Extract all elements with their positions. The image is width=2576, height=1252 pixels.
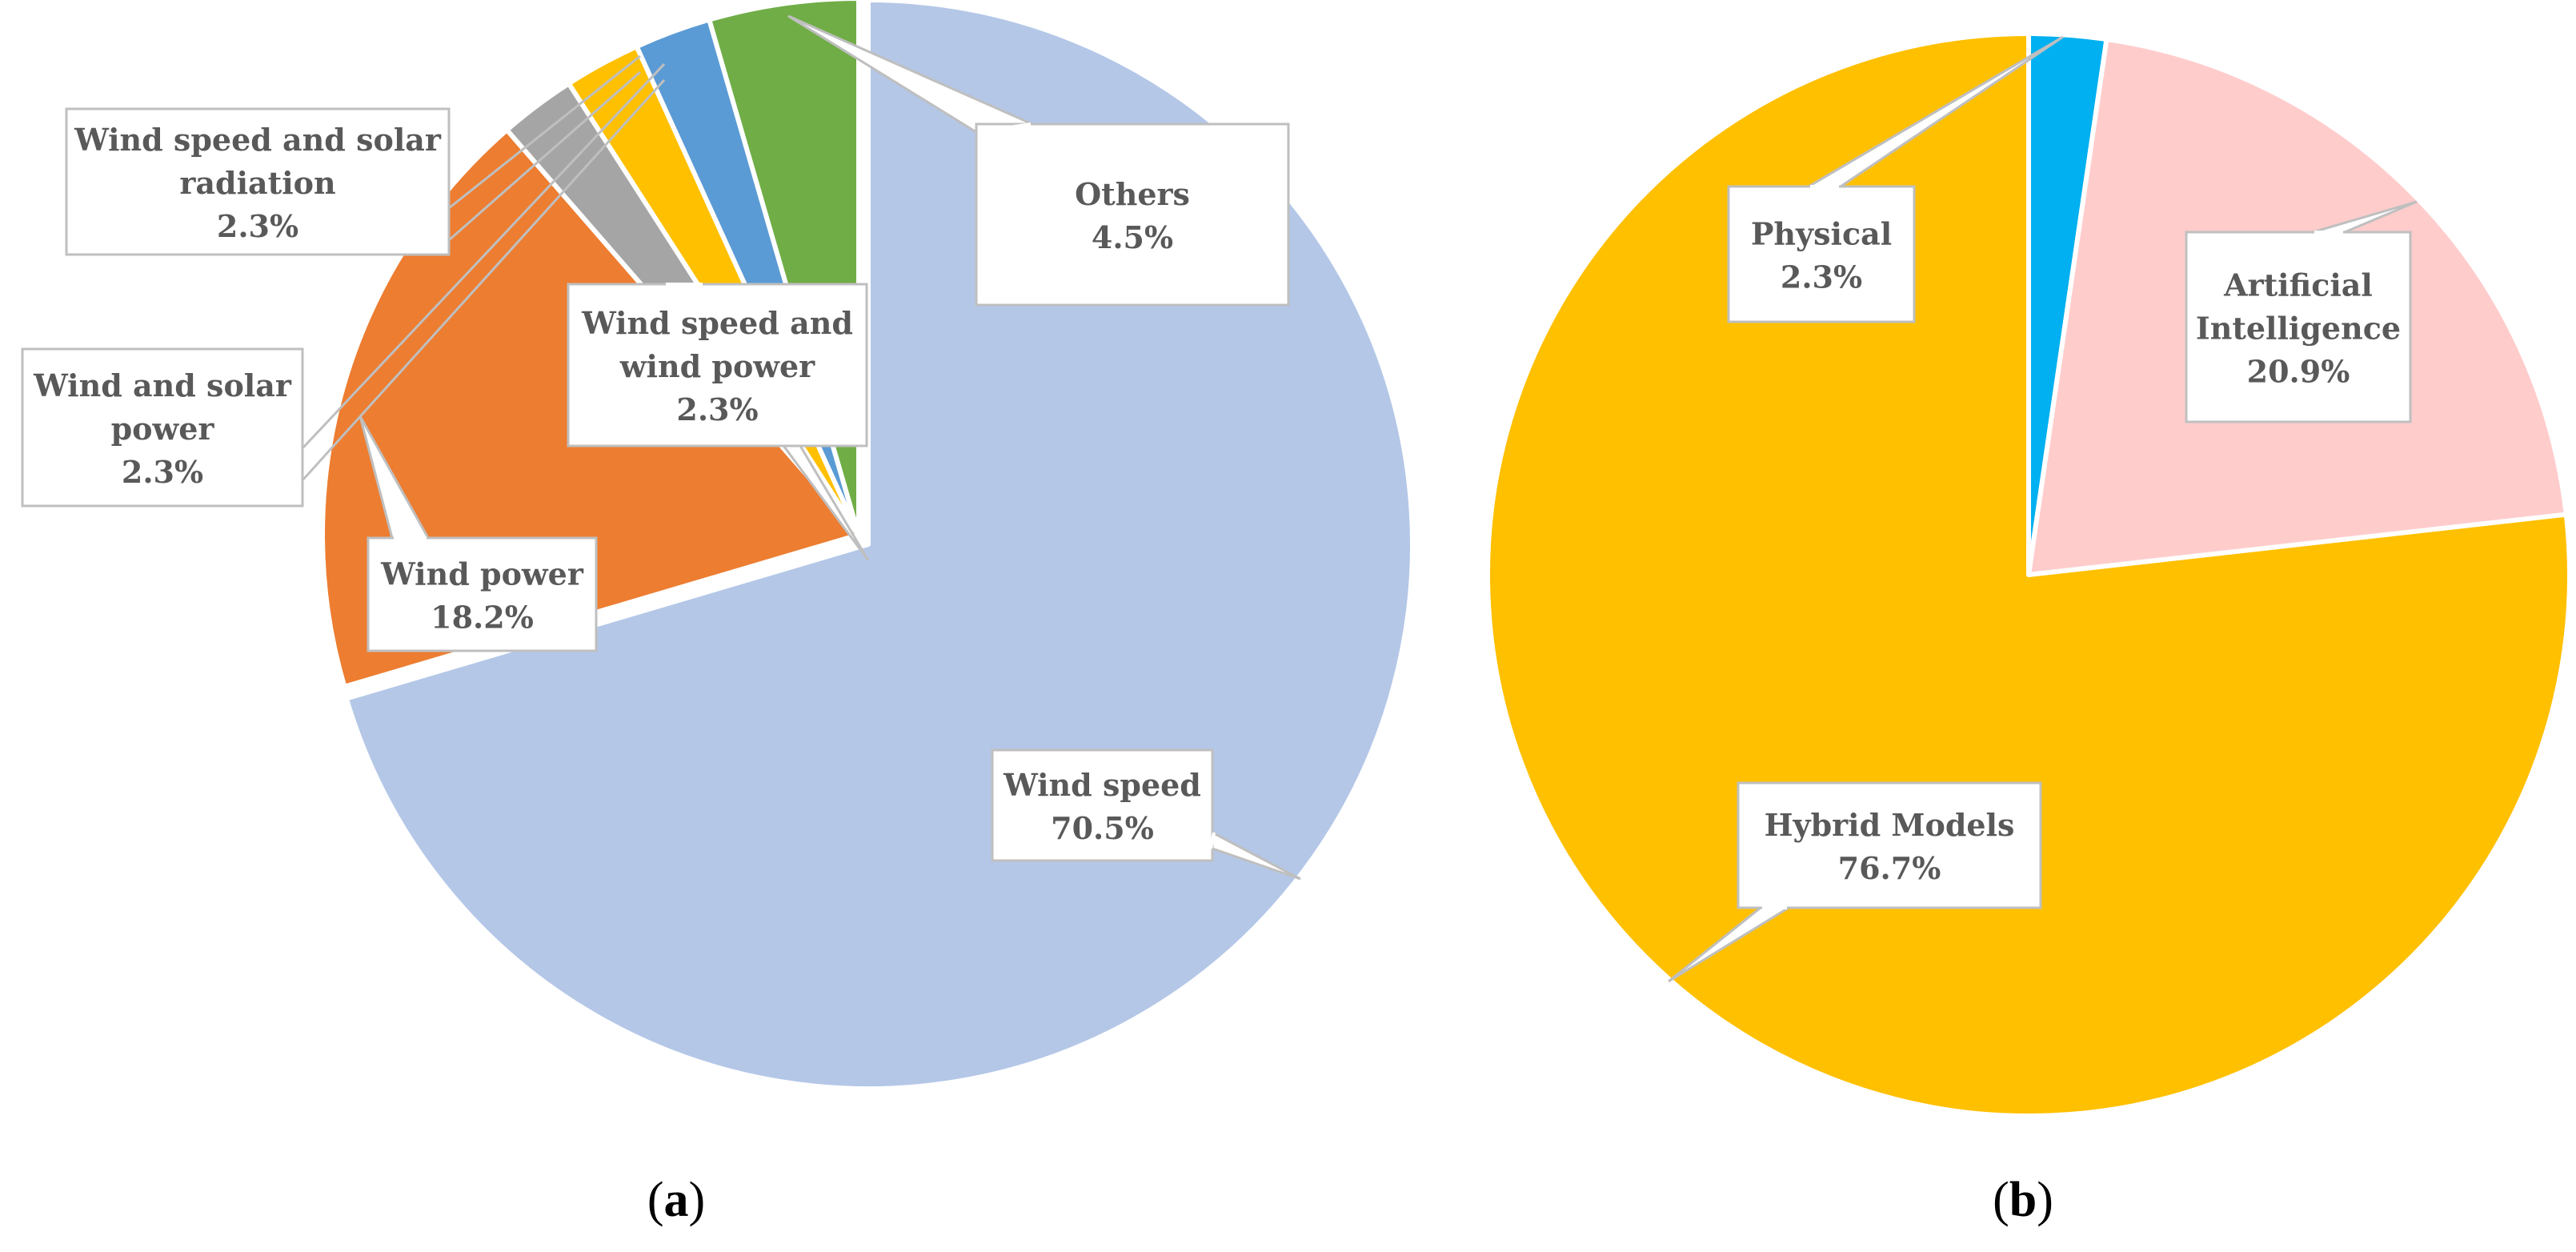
callout-wind-speed-and-wind-power: Wind speed and wind power 2.3% <box>567 283 870 561</box>
callout-seam <box>977 122 1032 134</box>
callout-label: Wind and solar <box>33 367 292 403</box>
callout-value: 2.3% <box>1781 259 1862 295</box>
callout-box <box>1727 185 1916 323</box>
callout-label: Wind speed and solar <box>74 122 442 158</box>
callout-box <box>65 107 451 256</box>
callout-leader <box>448 70 641 242</box>
callout-box <box>367 536 598 652</box>
callout-wind-power: Wind power 18.2% <box>359 415 598 652</box>
callout-value: 76.7% <box>1838 850 1941 886</box>
callout-value: 70.5% <box>1051 810 1154 846</box>
callout-box <box>1737 781 2042 909</box>
callout-physical: Physical 2.3% <box>1727 35 2064 323</box>
callout-value: 2.3% <box>217 208 298 244</box>
callout-box <box>991 748 1214 862</box>
callout-box <box>567 283 868 447</box>
callout-label: Others <box>1075 176 1190 212</box>
callout-leader <box>448 54 641 210</box>
panel-label-b: (b) <box>1993 1173 2053 1227</box>
callout-label: radiation <box>179 165 335 201</box>
callout-label: wind power <box>619 348 815 384</box>
callout-box <box>975 122 1290 307</box>
callout-box <box>21 347 304 508</box>
callout-label: Wind speed and <box>581 305 853 341</box>
callout-label: Intelligence <box>2196 311 2401 347</box>
callout-value: 2.3% <box>676 391 758 427</box>
callout-hybrid-models: Hybrid Models 76.7% <box>1668 781 2042 983</box>
callout-label: power <box>111 411 215 447</box>
callout-label: Hybrid Models <box>1765 807 2015 843</box>
pie-chart-a: Others 4.5% Wind speed and solar radiation 2… <box>21 0 1415 1091</box>
callout-label: Artificial <box>2223 267 2373 303</box>
callout-label: Physical <box>1751 216 1892 252</box>
callout-others: Others 4.5% <box>787 14 1290 307</box>
callout-wind-speed: Wind speed 70.5% <box>991 748 1301 881</box>
callout-value: 2.3% <box>122 454 203 490</box>
callout-label: Wind speed <box>1003 767 1201 803</box>
callout-wind-speed-and-solar-radiation: Wind speed and solar radiation 2.3% <box>65 54 641 256</box>
pie-chart-b: Physical 2.3% Artificial Intelligence 20.9% H… <box>1485 31 2572 1118</box>
callout-label: Wind power <box>380 556 584 592</box>
callout-value: 4.5% <box>1092 219 1173 255</box>
panel-label-a: (a) <box>647 1173 705 1227</box>
callout-leader <box>301 62 666 450</box>
callout-value: 20.9% <box>2247 354 2350 390</box>
callout-leader <box>301 78 666 482</box>
callout-wind-and-solar-power: Wind and solar power 2.3% <box>21 62 666 508</box>
callout-value: 18.2% <box>431 600 534 636</box>
callout-seam <box>1209 832 1216 849</box>
callout-artificial-intelligence: Artificial Intelligence 20.9% <box>2185 200 2418 423</box>
callout-box <box>2185 231 2412 423</box>
